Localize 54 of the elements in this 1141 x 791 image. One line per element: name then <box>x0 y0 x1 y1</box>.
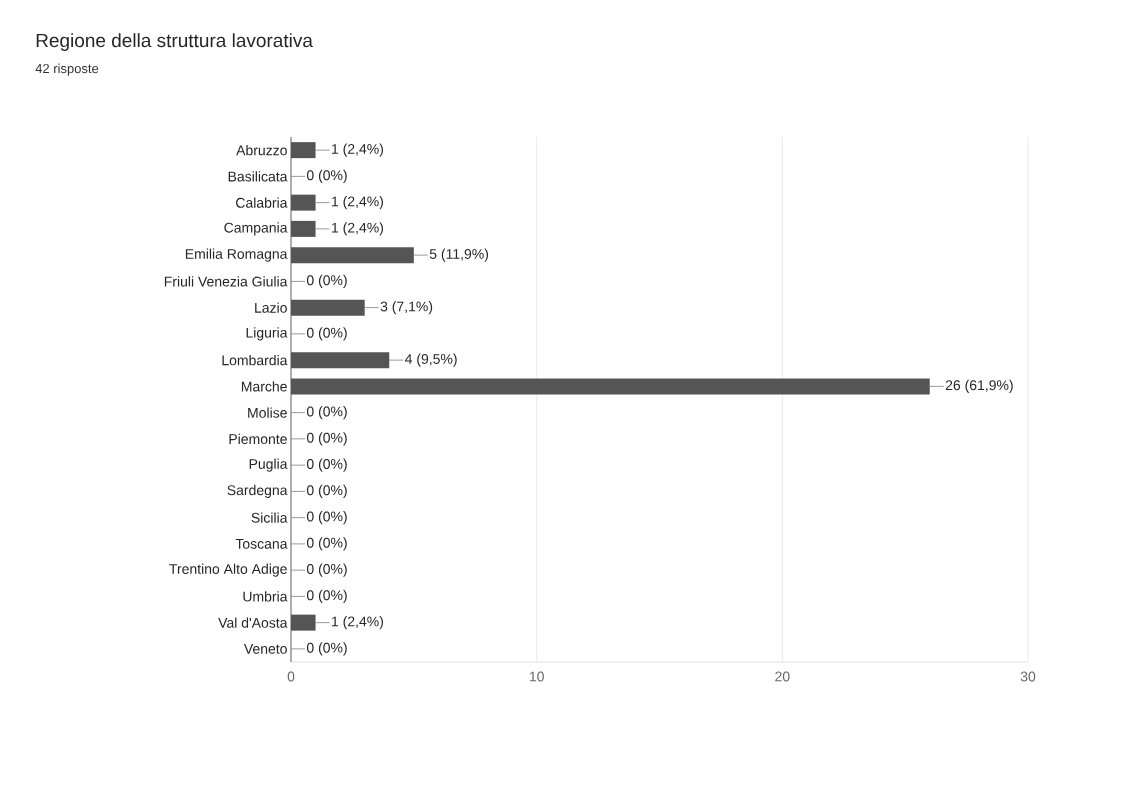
bar <box>291 352 390 369</box>
x-tick-label: 10 <box>529 671 544 682</box>
bar <box>291 299 365 316</box>
data-label: 1 (2,4%) <box>332 196 383 210</box>
x-tick-label: 30 <box>1020 671 1036 682</box>
y-tick-label: Piemonte <box>229 433 287 445</box>
data-label: 3 (7,1%) <box>380 301 433 315</box>
y-tick-label: Lazio <box>255 302 287 313</box>
y-tick-label: Basilicata <box>228 171 288 182</box>
y-tick-label: Liguria <box>246 327 288 341</box>
data-label: 0 (0%) <box>306 169 347 183</box>
text: 42 risposte <box>35 63 99 76</box>
data-label: 1 (2,4%) <box>332 143 383 157</box>
data-label: 5 (11,9%) <box>429 248 489 262</box>
y-tick-label: Sardegna <box>227 484 288 498</box>
data-label: 0 (0%) <box>306 589 347 603</box>
data-label: 0 (0%) <box>306 484 347 498</box>
data-label: 0 (0%) <box>306 274 347 288</box>
data-label: 4 (9,5%) <box>405 353 457 367</box>
y-tick-label: Friuli Venezia Giulia <box>164 276 288 287</box>
y-tick-label: Val d'Aosta <box>218 617 288 628</box>
data-label: 0 (0%) <box>306 642 347 656</box>
data-label: 26 (61,9%) <box>945 379 1013 393</box>
y-tick-label: Lombardia <box>222 355 288 366</box>
y-tick-label: Marche <box>241 381 287 392</box>
data-label: 0 (0%) <box>306 563 347 577</box>
y-tick-label: Umbria <box>243 591 288 602</box>
y-tick-label: Abruzzo <box>236 145 287 156</box>
data-label: 0 (0%) <box>306 432 347 446</box>
data-label: 1 (2,4%) <box>332 616 383 630</box>
chart-title: Regione della struttura lavorativa <box>36 33 313 51</box>
y-tick-label: Campania <box>224 222 288 236</box>
data-label: 0 (0%) <box>306 511 347 525</box>
bar <box>291 378 930 395</box>
data-label: 1 (2,4%) <box>332 222 383 236</box>
y-tick-label: Toscana <box>235 539 288 549</box>
bar <box>291 194 316 211</box>
y-tick-label: Trentino Alto Adige <box>169 563 287 577</box>
y-tick-label: Emilia Romagna <box>185 248 288 262</box>
y-tick-label: Veneto <box>243 644 287 654</box>
y-tick-label: Calabria <box>236 197 288 208</box>
data-label: 0 (0%) <box>306 406 347 420</box>
bar <box>291 247 414 264</box>
data-label: 0 (0%) <box>306 327 347 341</box>
bar <box>291 220 316 237</box>
bar <box>291 142 316 159</box>
y-tick-label: Molise <box>248 407 287 418</box>
data-label: 0 (0%) <box>306 537 347 551</box>
y-tick-label: Puglia <box>249 458 288 472</box>
data-label: 0 (0%) <box>306 458 347 472</box>
y-tick-label: Sicilia <box>251 512 288 523</box>
x-tick-label: 20 <box>775 671 790 682</box>
x-tick-label: 0 <box>287 671 295 682</box>
bar <box>291 614 316 631</box>
